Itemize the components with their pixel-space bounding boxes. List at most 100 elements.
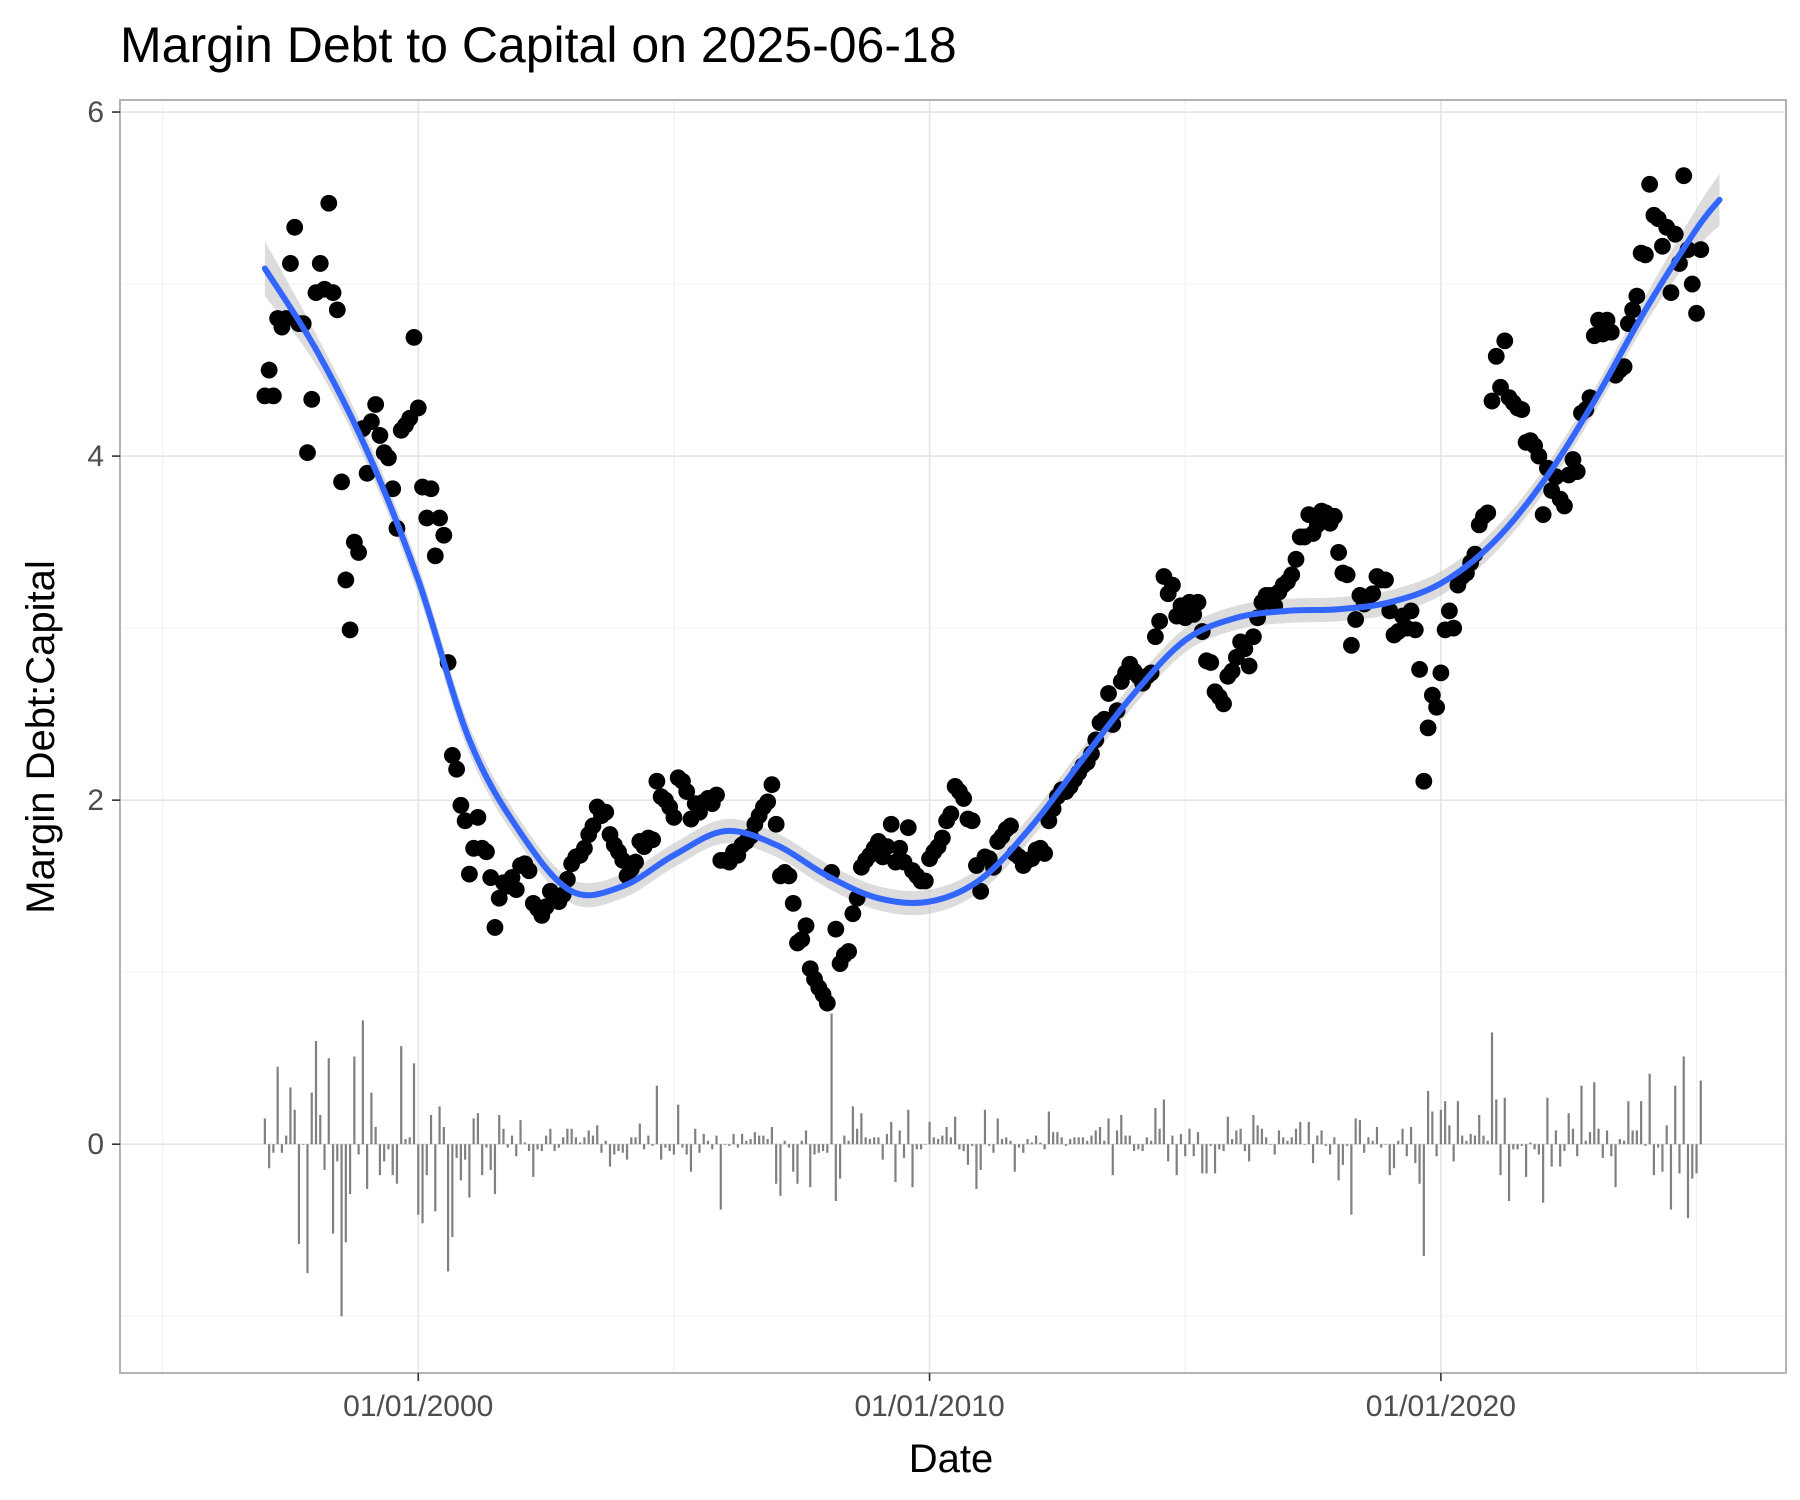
data-point	[1411, 661, 1428, 678]
data-point	[1432, 664, 1450, 682]
data-point	[320, 194, 338, 212]
change-bar	[1277, 1130, 1281, 1145]
change-bar	[272, 1144, 275, 1153]
data-point	[422, 480, 440, 498]
change-bar	[1478, 1114, 1481, 1145]
change-bar	[1060, 1137, 1063, 1145]
y-tick-label: 2	[87, 784, 104, 817]
change-bar	[1674, 1085, 1677, 1145]
change-bar	[1184, 1144, 1187, 1157]
change-bar	[838, 1144, 842, 1179]
change-bar	[429, 1114, 433, 1145]
change-bar	[1141, 1144, 1144, 1152]
change-bar	[1601, 1144, 1604, 1158]
data-point	[1377, 571, 1394, 589]
change-bar	[1516, 1144, 1519, 1150]
change-bar	[591, 1135, 595, 1145]
change-bar	[1005, 1137, 1008, 1145]
change-bar	[340, 1144, 343, 1317]
change-bar	[1388, 1144, 1391, 1176]
data-point	[371, 427, 389, 444]
change-bar	[1597, 1128, 1600, 1145]
change-bar	[579, 1142, 582, 1145]
change-bar	[694, 1128, 697, 1145]
change-bar	[753, 1132, 756, 1145]
change-bar	[941, 1135, 944, 1145]
change-bar	[1218, 1144, 1221, 1150]
change-bar	[847, 1140, 850, 1145]
change-bar	[583, 1137, 586, 1145]
data-point	[942, 805, 960, 823]
change-bar	[1546, 1097, 1549, 1145]
change-bar	[1303, 1144, 1306, 1145]
change-bar	[1324, 1144, 1327, 1146]
change-bar	[1230, 1139, 1234, 1145]
data-point	[1406, 621, 1424, 639]
change-bar	[783, 1140, 786, 1145]
change-bar	[387, 1144, 390, 1150]
data-point	[1534, 506, 1552, 523]
change-bar	[570, 1128, 573, 1145]
change-bar	[800, 1140, 803, 1145]
change-bar	[1290, 1137, 1293, 1145]
data-point	[1662, 284, 1680, 302]
change-bar	[540, 1144, 543, 1152]
change-bar	[472, 1118, 475, 1145]
data-point	[1402, 602, 1420, 620]
change-bar	[1567, 1113, 1570, 1145]
change-bar	[608, 1144, 612, 1167]
change-bar	[1171, 1135, 1174, 1145]
data-point	[780, 867, 798, 885]
change-bar	[668, 1144, 671, 1152]
data-point	[1202, 654, 1220, 671]
data-point	[1530, 447, 1548, 465]
change-bar	[1013, 1144, 1016, 1172]
data-point	[358, 464, 376, 482]
data-point	[797, 917, 815, 935]
change-bar	[276, 1066, 279, 1145]
data-point	[963, 812, 981, 830]
data-point	[341, 621, 359, 639]
change-bar	[421, 1144, 424, 1224]
change-bar	[1009, 1140, 1012, 1145]
data-point	[1240, 657, 1258, 675]
change-bar	[498, 1114, 501, 1145]
change-bar	[1222, 1144, 1225, 1152]
change-bar	[1444, 1101, 1447, 1145]
x-tick-label: 01/01/2020	[1366, 1390, 1516, 1423]
change-bar	[468, 1144, 471, 1198]
change-bar	[745, 1140, 748, 1145]
change-bar	[651, 1144, 654, 1146]
change-bar	[698, 1144, 701, 1153]
data-point	[460, 865, 478, 883]
data-point	[767, 815, 785, 833]
change-bar	[1017, 1144, 1021, 1148]
change-bar	[1401, 1128, 1404, 1145]
change-bar	[1094, 1130, 1097, 1145]
change-bar	[1090, 1135, 1093, 1145]
change-bar	[302, 1144, 305, 1145]
change-bar	[515, 1144, 518, 1157]
change-bar	[1175, 1144, 1178, 1176]
change-bar	[1576, 1144, 1579, 1157]
change-bar	[562, 1137, 565, 1145]
change-bar	[919, 1144, 923, 1150]
change-bar	[1580, 1085, 1583, 1145]
change-bar	[1490, 1032, 1494, 1145]
change-bar	[809, 1144, 812, 1188]
change-bar	[1452, 1144, 1455, 1162]
data-point	[384, 480, 402, 498]
data-point	[469, 808, 487, 826]
change-bar	[1320, 1130, 1323, 1145]
change-bar	[1371, 1140, 1374, 1145]
change-bar	[596, 1125, 599, 1145]
change-bar	[613, 1144, 616, 1155]
change-bar	[1239, 1128, 1242, 1145]
change-bar	[1644, 1144, 1647, 1146]
change-bar	[336, 1144, 339, 1162]
change-bar	[928, 1121, 931, 1145]
data-point	[286, 218, 304, 236]
change-bar	[885, 1133, 889, 1145]
change-bar	[1162, 1099, 1166, 1145]
change-bar	[749, 1139, 752, 1145]
